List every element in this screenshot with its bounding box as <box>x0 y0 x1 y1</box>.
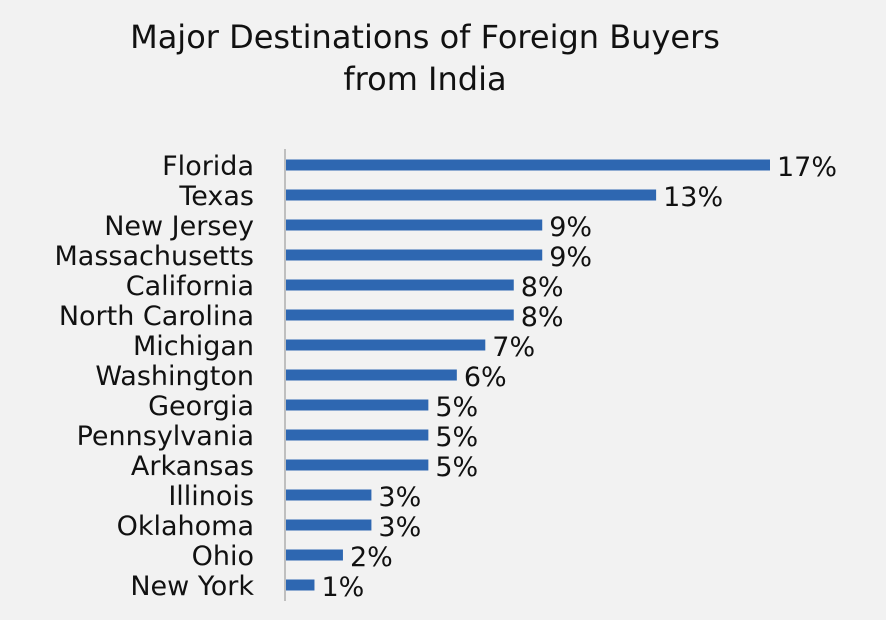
bar-13 <box>286 549 343 561</box>
category-label-0: Florida <box>162 151 254 182</box>
bar-7 <box>286 369 457 381</box>
category-label-6: Michigan <box>133 331 254 362</box>
bar-9 <box>286 429 429 441</box>
bar-0 <box>286 159 770 171</box>
value-label-5: 8% <box>521 302 564 333</box>
bar-12 <box>286 519 372 531</box>
value-label-13: 2% <box>350 542 393 573</box>
value-label-11: 3% <box>378 482 421 513</box>
category-label-1: Texas <box>178 181 254 212</box>
bar-1 <box>286 189 657 201</box>
category-label-8: Georgia <box>148 391 254 422</box>
value-labels-group: 17%13%9%9%8%8%7%6%5%5%5%3%3%2%1% <box>321 152 837 603</box>
bar-3 <box>286 249 543 261</box>
value-label-3: 9% <box>549 242 592 273</box>
bar-4 <box>286 279 514 291</box>
category-label-13: Ohio <box>192 541 254 572</box>
category-label-11: Illinois <box>168 481 254 512</box>
bar-11 <box>286 489 372 501</box>
bar-6 <box>286 339 486 351</box>
chart-title-line-1: Major Destinations of Foreign Buyers <box>130 18 720 56</box>
value-label-8: 5% <box>435 392 478 423</box>
category-label-4: California <box>126 271 254 302</box>
bar-10 <box>286 459 429 471</box>
value-label-12: 3% <box>378 512 421 543</box>
bar-5 <box>286 309 514 321</box>
chart-title: Major Destinations of Foreign Buyers fro… <box>0 16 850 100</box>
value-label-0: 17% <box>777 152 837 183</box>
value-label-14: 1% <box>321 572 364 603</box>
category-label-12: Oklahoma <box>117 511 254 542</box>
category-label-14: New York <box>130 571 254 602</box>
value-label-9: 5% <box>435 422 478 453</box>
category-label-5: North Carolina <box>59 301 254 332</box>
value-label-6: 7% <box>492 332 535 363</box>
bars-group <box>286 159 770 591</box>
bar-8 <box>286 399 429 411</box>
value-label-10: 5% <box>435 452 478 483</box>
bar-2 <box>286 219 543 231</box>
value-label-2: 9% <box>549 212 592 243</box>
category-label-2: New Jersey <box>104 211 254 242</box>
category-label-10: Arkansas <box>131 451 254 482</box>
category-label-9: Pennsylvania <box>77 421 254 452</box>
value-label-7: 6% <box>464 362 507 393</box>
category-label-7: Washington <box>95 361 254 392</box>
bar-14 <box>286 579 315 591</box>
value-label-4: 8% <box>521 272 564 303</box>
chart-title-line-2: from India <box>343 60 507 98</box>
category-label-3: Massachusetts <box>54 241 254 272</box>
value-label-1: 13% <box>663 182 723 213</box>
